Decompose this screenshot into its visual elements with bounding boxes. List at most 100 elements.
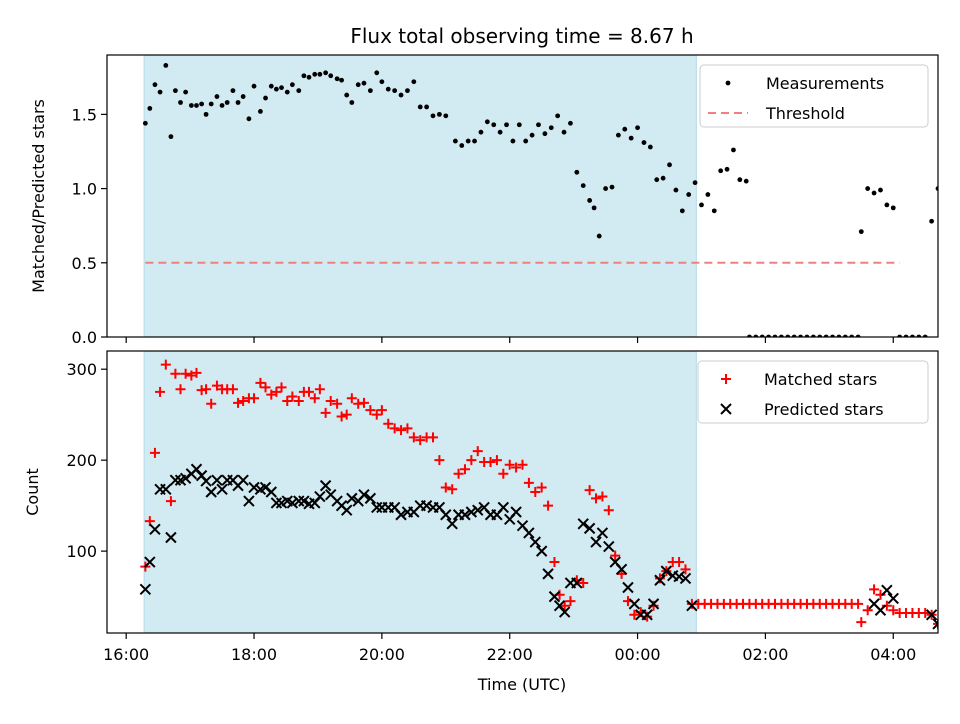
measurement-point bbox=[459, 143, 465, 148]
y-tick-label: 0.0 bbox=[72, 328, 97, 347]
measurement-point bbox=[392, 88, 398, 94]
predicted-stars-point bbox=[925, 609, 938, 621]
predicted-stars-point bbox=[510, 506, 522, 518]
measurement-point bbox=[568, 120, 573, 126]
measurement-point bbox=[452, 138, 458, 144]
measurement-point bbox=[574, 169, 580, 175]
predicted-stars-point bbox=[654, 574, 666, 586]
y-tick-label: 1.0 bbox=[72, 180, 97, 199]
measurement-point bbox=[504, 122, 509, 128]
matched-stars-point bbox=[309, 393, 320, 404]
predicted-stars-point bbox=[364, 492, 377, 505]
measurement-point bbox=[587, 198, 593, 203]
matched-stars-point bbox=[648, 600, 659, 611]
matched-stars-point bbox=[249, 393, 260, 404]
matched-stars-point bbox=[149, 447, 160, 458]
matched-stars-point bbox=[504, 459, 515, 470]
matched-stars-point bbox=[888, 605, 899, 616]
matched-stars-point bbox=[530, 487, 541, 497]
predicted-stars-point bbox=[248, 481, 260, 494]
measurement-point bbox=[157, 89, 163, 95]
predicted-stars-point bbox=[529, 536, 541, 548]
measurement-point bbox=[692, 180, 698, 186]
predicted-stars-point bbox=[169, 474, 182, 486]
measurement-point bbox=[344, 92, 350, 98]
predicted-stars-point bbox=[497, 501, 510, 514]
predicted-stars-point bbox=[647, 598, 660, 610]
predicted-stars-point bbox=[686, 600, 698, 612]
measurement-point bbox=[240, 94, 246, 99]
predicted-stars-point bbox=[270, 497, 283, 509]
legend-label: Predicted stars bbox=[764, 400, 884, 419]
matched-stars-point bbox=[170, 368, 181, 379]
matched-stars-point bbox=[511, 462, 522, 473]
measurement-point bbox=[465, 138, 471, 144]
measurement-point bbox=[942, 335, 947, 340]
measurement-point bbox=[172, 88, 178, 94]
measurement-point bbox=[591, 205, 597, 211]
counts-y-axis-label: Count bbox=[23, 468, 42, 516]
predicted-stars-point bbox=[679, 572, 692, 585]
matched-stars-point bbox=[227, 384, 238, 395]
matched-stars-point bbox=[603, 505, 614, 516]
measurement-point bbox=[536, 122, 541, 128]
predicted-stars-point bbox=[874, 604, 887, 616]
matched-stars-point bbox=[543, 500, 554, 511]
measurement-point bbox=[724, 166, 730, 172]
matched-stars-point bbox=[282, 396, 293, 407]
measurement-point bbox=[865, 186, 871, 191]
measurement-point bbox=[443, 113, 449, 119]
measurement-point bbox=[284, 89, 290, 95]
measurement-point bbox=[622, 126, 628, 132]
matched-stars-point bbox=[287, 391, 298, 402]
y-tick-label: 200 bbox=[66, 451, 97, 470]
measurement-point bbox=[737, 177, 743, 183]
predicted-stars-point bbox=[211, 474, 223, 486]
measurement-point bbox=[334, 76, 340, 82]
observing-window-span bbox=[143, 55, 697, 337]
ratio-axes-frame bbox=[106, 54, 939, 338]
predicted-stars-point bbox=[523, 527, 535, 539]
measurement-point bbox=[472, 138, 477, 144]
matched-stars-point bbox=[517, 459, 528, 470]
matched-stars-point bbox=[276, 382, 287, 393]
matched-stars-point bbox=[314, 384, 325, 395]
matched-stars-point bbox=[939, 619, 949, 629]
measurement-point bbox=[203, 111, 209, 117]
x-tick-label: 02:00 bbox=[742, 645, 788, 664]
matched-stars-point bbox=[238, 396, 249, 407]
predicted-stars-point bbox=[548, 590, 561, 603]
matched-stars-point bbox=[293, 396, 304, 407]
observing-window-span bbox=[143, 351, 697, 633]
matched-stars-point bbox=[952, 619, 960, 629]
measurement-point bbox=[214, 94, 220, 99]
predicted-stars-point bbox=[200, 475, 212, 487]
counts-axes-frame bbox=[106, 350, 939, 634]
measurement-point bbox=[289, 82, 295, 88]
x-tick-label: 04:00 bbox=[870, 645, 916, 664]
measurement-point bbox=[339, 77, 344, 83]
predicted-stars-point bbox=[371, 501, 383, 514]
measurement-point bbox=[199, 101, 205, 107]
predicted-stars-point bbox=[243, 495, 255, 507]
matched-stars-point bbox=[186, 370, 197, 381]
measurement-point bbox=[635, 125, 640, 131]
measurement-point bbox=[194, 103, 199, 108]
matched-stars-point bbox=[674, 557, 685, 568]
measurement-point bbox=[178, 100, 183, 105]
matched-stars-point bbox=[303, 386, 314, 397]
counts-panel: 100 200 300 16:00 18:00 20:00 22:00 00:00 02:00 0… bbox=[23, 350, 960, 664]
x-tick-label: 16:00 bbox=[103, 645, 149, 664]
measurement-point bbox=[641, 140, 647, 145]
predicted-stars-point bbox=[577, 518, 589, 530]
matched-stars-point bbox=[233, 397, 244, 408]
predicted-stars-point bbox=[628, 598, 641, 610]
matched-stars-point bbox=[376, 405, 387, 416]
predicted-stars-point bbox=[571, 577, 583, 589]
matched-stars-point bbox=[591, 493, 602, 504]
matched-stars-point bbox=[869, 584, 880, 595]
measurement-point bbox=[188, 103, 194, 108]
measurement-point bbox=[529, 132, 535, 138]
measurement-point bbox=[411, 79, 417, 85]
predicted-stars-point bbox=[293, 495, 305, 507]
